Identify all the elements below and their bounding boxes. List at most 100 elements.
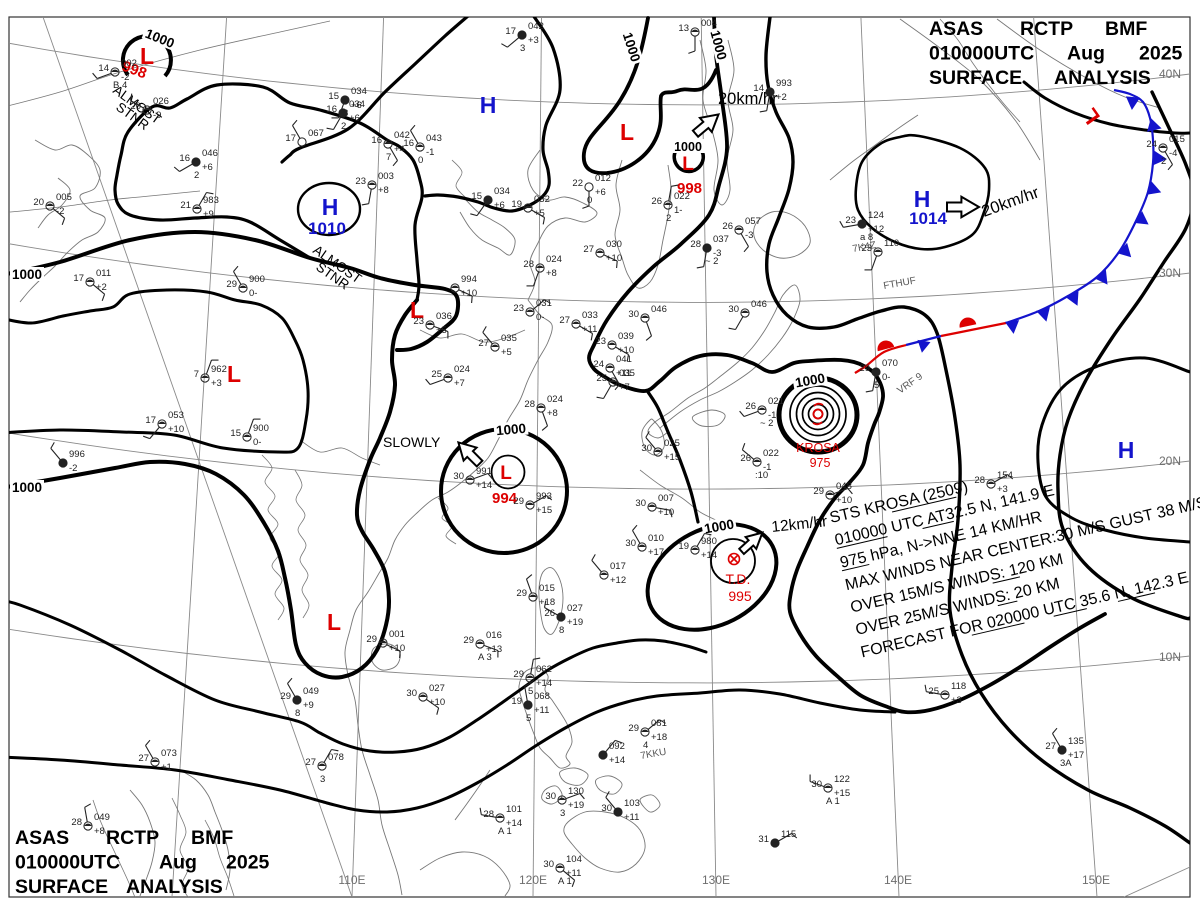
svg-text:025: 025 bbox=[664, 438, 680, 449]
svg-text:030: 030 bbox=[606, 239, 622, 250]
svg-text:+14: +14 bbox=[506, 818, 522, 829]
svg-text:070: 070 bbox=[882, 358, 898, 369]
svg-text:H: H bbox=[480, 92, 497, 118]
svg-text:+2: +2 bbox=[96, 282, 107, 293]
svg-text:+5: +5 bbox=[501, 347, 512, 358]
svg-text:30: 30 bbox=[811, 779, 822, 790]
svg-text:28: 28 bbox=[483, 809, 494, 820]
svg-text:0: 0 bbox=[418, 155, 423, 166]
svg-text:5: 5 bbox=[874, 380, 879, 391]
svg-text:017: 017 bbox=[610, 561, 626, 572]
svg-text:005: 005 bbox=[56, 192, 72, 203]
svg-text:103: 103 bbox=[624, 798, 640, 809]
svg-text:1000: 1000 bbox=[703, 516, 735, 536]
svg-text:1000: 1000 bbox=[794, 370, 826, 390]
svg-text:032: 032 bbox=[534, 194, 550, 205]
svg-text:081: 081 bbox=[651, 718, 667, 729]
svg-text:2: 2 bbox=[666, 213, 671, 224]
svg-text:23: 23 bbox=[355, 176, 366, 187]
svg-text:+4: +4 bbox=[394, 144, 405, 155]
svg-text:+14: +14 bbox=[701, 550, 717, 561]
svg-text:24: 24 bbox=[593, 359, 604, 370]
svg-text:046: 046 bbox=[651, 304, 667, 315]
svg-text:104: 104 bbox=[566, 854, 582, 865]
svg-text:039: 039 bbox=[618, 331, 634, 342]
svg-text:H: H bbox=[322, 194, 339, 220]
svg-text:a 8: a 8 bbox=[860, 232, 873, 243]
svg-text:+6: +6 bbox=[494, 200, 505, 211]
svg-text:0-: 0- bbox=[536, 312, 544, 323]
svg-text:25: 25 bbox=[928, 686, 939, 697]
svg-text:A 1: A 1 bbox=[558, 876, 572, 887]
svg-text:+11: +11 bbox=[624, 812, 639, 823]
svg-text:+3: +3 bbox=[211, 378, 222, 389]
svg-text:21: 21 bbox=[180, 200, 191, 211]
svg-text:057: 057 bbox=[745, 216, 761, 227]
svg-text:120E: 120E bbox=[519, 873, 547, 887]
svg-text:002: 002 bbox=[121, 58, 137, 69]
svg-text:+18: +18 bbox=[651, 732, 667, 743]
svg-text:993: 993 bbox=[776, 78, 792, 89]
svg-text:17: 17 bbox=[505, 26, 516, 37]
svg-text:A 1: A 1 bbox=[498, 826, 512, 837]
svg-text:035: 035 bbox=[619, 368, 635, 379]
svg-text:14: 14 bbox=[98, 63, 109, 74]
svg-text:135: 135 bbox=[1068, 736, 1084, 747]
svg-text:110E: 110E bbox=[338, 873, 365, 887]
svg-text:078: 078 bbox=[328, 752, 344, 763]
svg-text:-2: -2 bbox=[56, 206, 64, 217]
svg-text::10: :10 bbox=[755, 470, 768, 481]
svg-text:010: 010 bbox=[648, 533, 664, 544]
svg-text:001: 001 bbox=[389, 629, 405, 640]
svg-text:+2: +2 bbox=[776, 92, 787, 103]
svg-text:29: 29 bbox=[516, 588, 527, 599]
svg-text:049: 049 bbox=[303, 686, 319, 697]
svg-text:+14: +14 bbox=[536, 678, 552, 689]
svg-text:2: 2 bbox=[341, 121, 346, 132]
svg-text:28: 28 bbox=[71, 817, 82, 828]
svg-text:7KKU: 7KKU bbox=[640, 747, 668, 762]
svg-text:+11: +11 bbox=[582, 324, 597, 335]
svg-text:19: 19 bbox=[511, 696, 522, 707]
svg-text:+8: +8 bbox=[378, 185, 389, 196]
svg-text:17: 17 bbox=[73, 273, 84, 284]
svg-text:5: 5 bbox=[526, 713, 531, 724]
svg-text:+1: +1 bbox=[161, 762, 172, 773]
svg-text:+17: +17 bbox=[648, 547, 664, 558]
svg-text:975: 975 bbox=[810, 456, 831, 470]
svg-text:1000: 1000 bbox=[495, 421, 526, 439]
svg-text:012: 012 bbox=[595, 173, 611, 184]
svg-text:14: 14 bbox=[753, 83, 764, 94]
svg-text:30: 30 bbox=[545, 791, 556, 802]
svg-text:+12: +12 bbox=[610, 575, 626, 586]
svg-text:049: 049 bbox=[94, 812, 110, 823]
svg-text:+10: +10 bbox=[461, 288, 477, 299]
svg-text:20: 20 bbox=[33, 197, 44, 208]
svg-text:900: 900 bbox=[249, 274, 265, 285]
svg-text:~ 2: ~ 2 bbox=[705, 256, 718, 267]
svg-text:17: 17 bbox=[285, 133, 296, 144]
svg-text:-2: -2 bbox=[121, 72, 129, 83]
svg-text:011: 011 bbox=[96, 268, 111, 279]
svg-text:1010: 1010 bbox=[308, 219, 346, 238]
svg-text:092: 092 bbox=[609, 741, 625, 752]
svg-text:SURFACE: SURFACE bbox=[15, 876, 108, 898]
svg-text:22: 22 bbox=[572, 178, 583, 189]
svg-text:+8: +8 bbox=[94, 826, 105, 837]
svg-text:027: 027 bbox=[567, 603, 583, 614]
svg-text:1-: 1- bbox=[674, 205, 682, 216]
svg-text:+7: +7 bbox=[454, 378, 465, 389]
svg-text:+3: +3 bbox=[951, 695, 962, 706]
svg-text:16: 16 bbox=[403, 138, 414, 149]
svg-text:0-: 0- bbox=[882, 372, 890, 383]
svg-text:13: 13 bbox=[678, 23, 689, 34]
svg-text:+10: +10 bbox=[618, 345, 634, 356]
svg-text:30N: 30N bbox=[1159, 266, 1181, 280]
svg-text:962: 962 bbox=[211, 364, 227, 375]
svg-text:7K4Z: 7K4Z bbox=[852, 240, 877, 255]
svg-text:L: L bbox=[500, 463, 512, 484]
svg-text:16: 16 bbox=[326, 104, 337, 115]
svg-text:-1: -1 bbox=[426, 147, 434, 158]
svg-text:+11: +11 bbox=[534, 705, 549, 716]
svg-text:2: 2 bbox=[194, 170, 199, 181]
